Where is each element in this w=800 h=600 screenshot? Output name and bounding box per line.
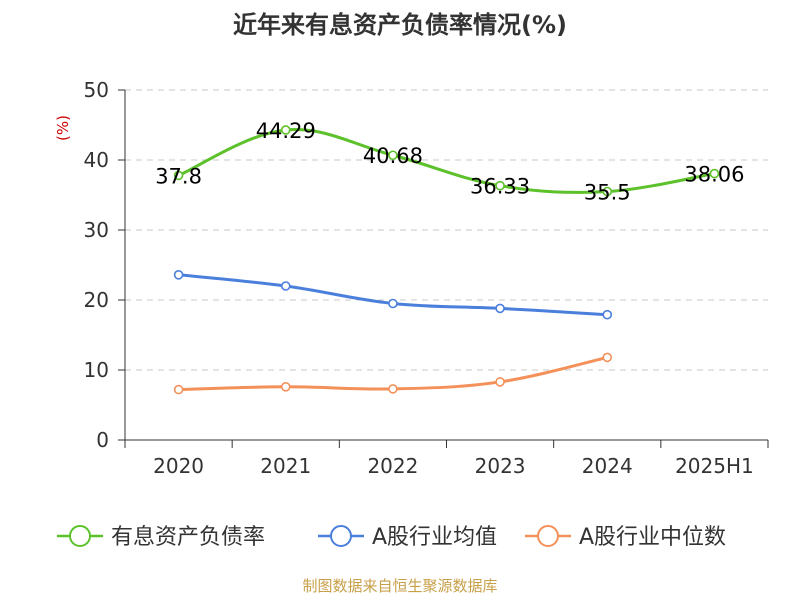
data-point[interactable] [495, 180, 505, 191]
data-label: 36.33 [470, 175, 530, 199]
data-label: 37.8 [155, 164, 202, 188]
data-point[interactable] [280, 125, 291, 135]
data-point[interactable] [495, 303, 505, 314]
x-tick-label: 2021 [260, 454, 311, 478]
legend-item[interactable]: A股行业均值 [318, 525, 497, 550]
data-point[interactable] [173, 170, 184, 181]
grid-lines [125, 89, 768, 371]
legend-label: A股行业均值 [372, 525, 497, 550]
y-tick-label: 0 [96, 428, 109, 452]
data-point[interactable] [388, 150, 398, 161]
y-tick-label: 10 [84, 358, 109, 382]
axes: 0 10 20 30 40 50 2020 2021 2022 2023 2024 2025H1 [84, 78, 769, 478]
x-tick-label: 2023 [475, 454, 526, 478]
data-point[interactable] [173, 269, 184, 280]
data-label: 35.5 [584, 181, 631, 205]
data-labels: 37.8 44.29 40.68 36.33 35.5 38.06 [155, 119, 744, 205]
y-tick-label: 40 [84, 148, 109, 172]
data-point[interactable] [709, 168, 720, 179]
series-line [178, 273, 608, 317]
data-point[interactable] [173, 384, 184, 395]
legend-label: A股行业中位数 [579, 525, 726, 550]
legend-marker [537, 525, 559, 547]
data-point[interactable] [495, 377, 505, 387]
data-label: 38.06 [684, 163, 744, 187]
data-label: 44.29 [256, 119, 316, 143]
series-group [173, 125, 720, 395]
data-label: 40.68 [363, 144, 423, 168]
y-tick-label: 50 [84, 78, 109, 102]
legend-item[interactable]: 有息资产负债率 [57, 525, 265, 550]
legend-label: 有息资产负债率 [111, 525, 265, 550]
data-point[interactable] [602, 352, 613, 363]
data-point[interactable] [602, 186, 613, 197]
legend[interactable]: 有息资产负债率 A股行业均值 A股行业中位数 [57, 525, 726, 550]
chart-title: 近年来有息资产负债率情况(%) [233, 11, 567, 39]
y-tick-label: 20 [84, 288, 109, 312]
data-point[interactable] [602, 309, 613, 320]
data-source-note: 制图数据来自恒生聚源数据库 [302, 577, 497, 595]
x-tick-label: 2022 [367, 454, 418, 478]
data-point[interactable] [280, 281, 291, 291]
legend-item[interactable]: A股行业中位数 [525, 525, 726, 550]
data-point[interactable] [388, 298, 398, 309]
y-axis-label: (%) [54, 115, 72, 141]
x-tick-label: 2020 [153, 454, 204, 478]
series-line [177, 128, 715, 194]
x-tick-label: 2025H1 [675, 454, 754, 478]
legend-marker [69, 525, 91, 547]
x-tick-label: 2024 [582, 454, 633, 478]
data-point[interactable] [388, 384, 398, 394]
data-point[interactable] [280, 381, 291, 392]
legend-marker [330, 525, 352, 547]
y-tick-label: 30 [84, 218, 109, 242]
